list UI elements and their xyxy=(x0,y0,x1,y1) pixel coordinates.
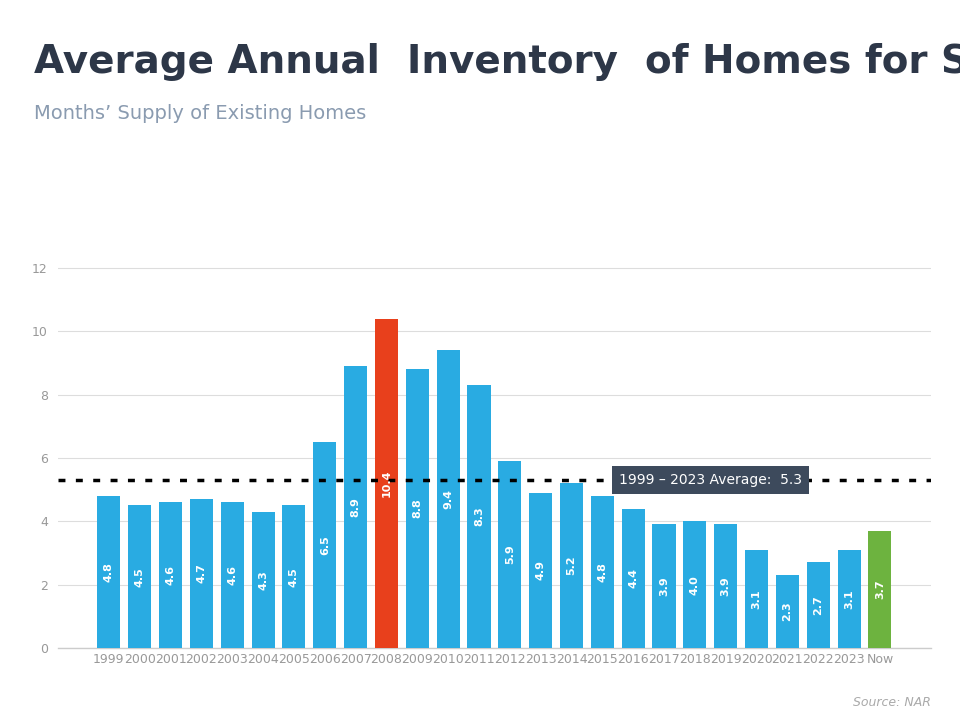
Bar xyxy=(745,550,768,648)
Text: 3.9: 3.9 xyxy=(721,576,731,596)
Text: 3.7: 3.7 xyxy=(875,580,885,599)
Bar xyxy=(344,366,367,648)
Bar xyxy=(252,512,275,648)
Text: 2.7: 2.7 xyxy=(813,595,824,615)
Text: Source: NAR: Source: NAR xyxy=(853,696,931,709)
Text: 8.8: 8.8 xyxy=(412,499,422,518)
Bar xyxy=(590,496,613,648)
Text: 4.3: 4.3 xyxy=(258,570,268,590)
Text: 4.6: 4.6 xyxy=(228,565,237,585)
Text: 4.0: 4.0 xyxy=(690,575,700,595)
Bar xyxy=(714,524,737,648)
Bar xyxy=(560,483,583,648)
Text: 4.8: 4.8 xyxy=(597,562,608,582)
Bar xyxy=(622,508,645,648)
Bar xyxy=(869,531,892,648)
Text: 10.4: 10.4 xyxy=(381,469,392,497)
Text: 8.3: 8.3 xyxy=(474,507,484,526)
Bar xyxy=(468,385,491,648)
Bar xyxy=(806,562,829,648)
Bar xyxy=(529,492,552,648)
Text: 4.7: 4.7 xyxy=(197,564,206,583)
Text: 4.8: 4.8 xyxy=(104,562,114,582)
Bar xyxy=(406,369,429,648)
Bar xyxy=(837,550,861,648)
Bar xyxy=(221,503,244,648)
Text: 4.5: 4.5 xyxy=(289,567,299,587)
Text: 9.4: 9.4 xyxy=(444,489,453,509)
Text: 4.6: 4.6 xyxy=(165,565,176,585)
Bar xyxy=(313,442,336,648)
Text: 5.9: 5.9 xyxy=(505,544,515,564)
Bar xyxy=(684,521,707,648)
Bar xyxy=(159,503,182,648)
Text: 2.3: 2.3 xyxy=(782,602,792,621)
Text: Months’ Supply of Existing Homes: Months’ Supply of Existing Homes xyxy=(34,104,366,123)
Bar xyxy=(437,350,460,648)
Text: Average Annual  Inventory  of Homes for Sale: Average Annual Inventory of Homes for Sa… xyxy=(34,43,960,81)
Bar xyxy=(128,505,152,648)
Text: 4.4: 4.4 xyxy=(628,568,638,588)
Bar xyxy=(190,499,213,648)
Bar xyxy=(375,318,398,648)
Text: 4.5: 4.5 xyxy=(134,567,145,587)
Text: 8.9: 8.9 xyxy=(350,497,361,517)
Bar xyxy=(653,524,676,648)
Bar xyxy=(498,461,521,648)
Text: 4.9: 4.9 xyxy=(536,560,545,580)
Text: 3.9: 3.9 xyxy=(659,576,669,596)
Bar xyxy=(776,575,799,648)
Text: 3.1: 3.1 xyxy=(844,589,854,608)
Text: 1999 – 2023 Average:  5.3: 1999 – 2023 Average: 5.3 xyxy=(619,473,802,487)
Bar xyxy=(97,496,120,648)
Bar xyxy=(282,505,305,648)
Text: 5.2: 5.2 xyxy=(566,556,577,575)
Text: 3.1: 3.1 xyxy=(752,589,761,608)
Text: 6.5: 6.5 xyxy=(320,535,330,555)
